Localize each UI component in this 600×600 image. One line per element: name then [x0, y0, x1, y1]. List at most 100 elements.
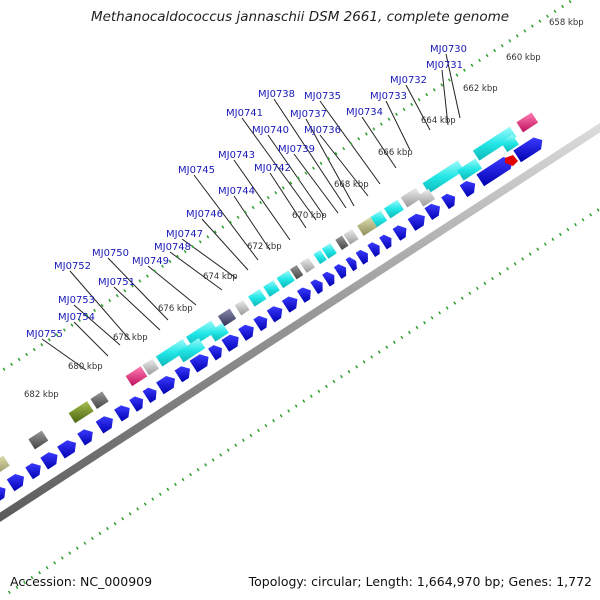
- gene-label: MJ0739: [278, 144, 315, 155]
- leader-line: [293, 153, 339, 214]
- kbp-label: 672 kbp: [247, 242, 282, 252]
- kbp-label: 664 kbp: [421, 116, 456, 126]
- kbp-label: 682 kbp: [24, 390, 59, 400]
- feature-box-3: [422, 160, 465, 194]
- leader-line: [233, 195, 271, 251]
- feature-box-10: [321, 243, 337, 259]
- feature-box-21: [142, 358, 160, 376]
- gene-label: MJ0732: [390, 75, 427, 86]
- gene-label: MJ0745: [178, 165, 215, 176]
- gene-arrow-18: [253, 315, 268, 332]
- gene-arrow-2: [476, 157, 513, 187]
- feature-box-2: [472, 126, 517, 161]
- gene-arrow-track: [0, 137, 543, 501]
- gene-arrow-32: [25, 463, 41, 480]
- accession-text: Accession: NC_000909: [10, 574, 153, 589]
- leader-line: [361, 116, 397, 169]
- leader-line: [319, 134, 369, 197]
- leader-line: [269, 172, 307, 229]
- leader-line: [233, 159, 291, 241]
- leader-line: [73, 304, 121, 346]
- gene-label: MJ0755: [26, 329, 63, 340]
- gene-label: MJ0738: [258, 89, 295, 100]
- gene-arrow-14: [310, 279, 323, 295]
- feature-box-7: [357, 217, 378, 236]
- leader-line: [319, 100, 381, 185]
- gene-label: MJ0746: [186, 209, 223, 220]
- feature-box-25: [28, 430, 49, 450]
- gene-arrow-22: [189, 354, 209, 373]
- gene-arrow-10: [355, 249, 368, 265]
- kbp-label: 674 kbp: [203, 272, 238, 282]
- gene-arrow-25: [142, 387, 157, 403]
- gene-arrow-12: [333, 264, 347, 279]
- leader-line: [181, 238, 237, 279]
- kbp-label: 658 kbp: [549, 18, 584, 28]
- feature-box-18: [217, 308, 237, 327]
- gene-arrow-30: [57, 440, 77, 459]
- leader-line: [147, 265, 197, 306]
- gene-arrow-17: [266, 306, 283, 323]
- feature-box-20: [155, 339, 190, 367]
- gene-label: MJ0736: [304, 125, 341, 136]
- marker-icon: [505, 155, 518, 166]
- gene-arrow-6: [407, 213, 425, 231]
- feature-box-13: [290, 264, 304, 280]
- feature-box-31: [208, 322, 229, 342]
- gene-arrow-1: [513, 137, 543, 163]
- gene-arrow-13: [322, 271, 335, 287]
- gene-labels: MJ0730 MJ0731 MJ0732 MJ0733 MJ0734 MJ0735 MJ07…: [26, 44, 467, 340]
- gene-label: MJ0747: [166, 229, 203, 240]
- feature-box-16: [248, 288, 267, 307]
- leader-line: [107, 257, 169, 321]
- gene-label: MJ0751: [98, 277, 135, 288]
- gene-label: MJ0730: [430, 44, 467, 55]
- gene-arrow-8: [379, 234, 392, 250]
- marker-g: [505, 155, 518, 166]
- leader-line: [441, 69, 449, 126]
- gene-arrow-21: [208, 345, 222, 361]
- gene-arrow-7: [392, 225, 407, 241]
- leader-line: [69, 270, 131, 341]
- gene-arrow-15: [296, 287, 311, 303]
- gene-label: MJ0749: [132, 256, 169, 267]
- gene-arrow-24: [156, 376, 175, 395]
- gene-label: MJ0740: [252, 125, 289, 136]
- gene-arrow-19: [238, 324, 254, 341]
- leader-line: [201, 218, 249, 271]
- feature-box-9: [335, 235, 349, 250]
- kbp-label: 676 kbp: [158, 304, 193, 314]
- leader-line: [193, 174, 259, 261]
- kbp-scale-labels: 658 kbp 660 kbp 662 kbp 664 kbp 666 kbp 668 k…: [24, 18, 584, 400]
- feature-box-29: [500, 134, 519, 153]
- gene-label: MJ0737: [290, 109, 327, 120]
- gene-arrow-3: [459, 181, 476, 198]
- summary-text: Topology: circular; Length: 1,664,970 bp…: [248, 574, 592, 589]
- feature-box-30: [176, 338, 206, 363]
- kbp-label: 678 kbp: [113, 333, 148, 343]
- gene-label: MJ0743: [218, 150, 255, 161]
- gene-label: MJ0741: [226, 108, 263, 119]
- feature-box-12: [300, 257, 316, 273]
- gene-arrow-26: [129, 396, 144, 412]
- gene-arrow-4: [441, 193, 456, 210]
- feature-box-5: [383, 199, 404, 219]
- leader-line: [445, 53, 461, 119]
- leader-line: [41, 338, 87, 371]
- gene-arrow-28: [95, 416, 113, 434]
- leader-line: [241, 117, 317, 221]
- gene-label: MJ0750: [92, 248, 129, 259]
- kbp-label: 680 kbp: [68, 362, 103, 372]
- gene-arrow-9: [367, 242, 380, 258]
- gene-arrow-16: [281, 296, 298, 313]
- gene-label: MJ0753: [58, 295, 95, 306]
- leader-line: [169, 251, 223, 291]
- feature-box-19: [186, 320, 218, 347]
- gene-label: MJ0744: [218, 186, 255, 197]
- gene-arrow-20: [221, 334, 239, 352]
- feature-box-14: [276, 270, 295, 289]
- gene-arrow-31: [40, 452, 58, 470]
- feature-track: [0, 112, 539, 472]
- gene-label: MJ0735: [304, 91, 341, 102]
